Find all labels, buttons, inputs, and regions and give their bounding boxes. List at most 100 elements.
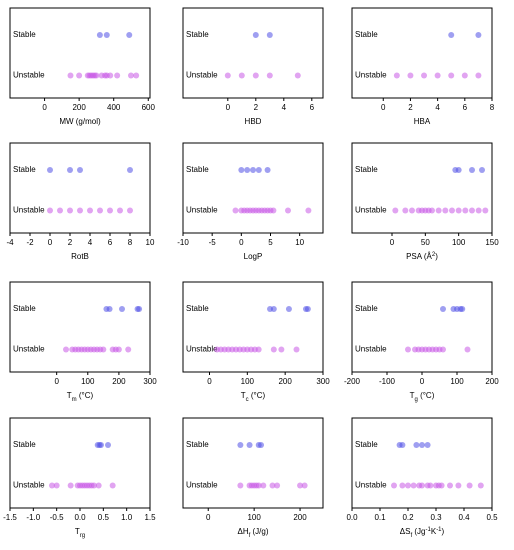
point — [67, 207, 73, 214]
panel: -200 -100 0 100 200 Tg (°C) Stable Unstable — [344, 281, 499, 403]
x-tick-label: 1.0 — [121, 513, 133, 522]
x-axis-label-part: ) — [442, 527, 445, 536]
category-label: Unstable — [355, 481, 387, 490]
x-axis-label-part: PSA (Å — [406, 252, 432, 261]
point — [391, 482, 397, 489]
plot-frame — [9, 142, 151, 234]
x-axis-label: PSA (Å2) — [406, 252, 438, 262]
x-tick-label: 0 — [54, 377, 59, 386]
panel: 0 2 4 6 HBD Stable Unstable — [182, 7, 324, 126]
point — [419, 482, 425, 489]
point — [475, 207, 482, 214]
point — [304, 306, 311, 312]
x-axis-label-part: -1 — [436, 527, 442, 533]
x-axis-label-part: ΔS — [400, 527, 411, 536]
x-axis-label-part: (°C) — [77, 391, 94, 400]
x-tick-label: 6 — [108, 238, 113, 247]
x-tick-label: 4 — [88, 238, 93, 247]
point — [455, 167, 462, 173]
point — [127, 207, 133, 214]
point — [477, 482, 484, 489]
x-tick-label: 200 — [112, 377, 126, 386]
point — [447, 482, 453, 489]
category-label: Stable — [355, 30, 378, 39]
point — [269, 482, 276, 489]
x-tick-label: 0 — [48, 238, 53, 247]
point — [462, 207, 469, 214]
point — [305, 207, 312, 214]
point — [409, 207, 415, 214]
point — [301, 482, 308, 489]
point — [115, 346, 122, 353]
point — [232, 207, 239, 214]
category-label: Stable — [355, 304, 378, 313]
plot-frame — [351, 7, 493, 99]
x-tick-label: 300 — [143, 377, 157, 386]
x-axis-label-part: ΔH — [237, 527, 248, 536]
x-axis-label-part: m — [72, 397, 77, 403]
panel: -1.5 -1.0 -0.5 0.0 0.5 1.0 1.5 Trg Stable Unstabl… — [3, 417, 156, 539]
x-tick-label: -100 — [379, 377, 396, 386]
category-label: Unstable — [186, 345, 218, 354]
x-tick-label: 0 — [207, 377, 212, 386]
x-tick-label: 0.0 — [74, 513, 86, 522]
point — [285, 207, 291, 214]
panel: 0 200 400 600 MW (g/mol) Stable Unstable — [9, 7, 155, 126]
point — [255, 167, 262, 173]
point — [429, 207, 435, 214]
x-axis-label-part: f — [249, 533, 251, 539]
x-tick-label: 6 — [463, 103, 468, 112]
x-tick-label: 50 — [421, 238, 430, 247]
point — [270, 207, 277, 214]
x-tick-label: 0 — [226, 103, 231, 112]
panel: 0 2 4 6 8 HBA Stable Unstable — [351, 7, 495, 126]
point — [424, 442, 431, 448]
point — [127, 167, 133, 173]
point — [459, 306, 466, 312]
x-axis-label-part: LogP — [244, 252, 263, 261]
point — [96, 32, 103, 38]
point — [469, 207, 475, 214]
category-label: Unstable — [355, 71, 387, 80]
point — [448, 72, 455, 79]
x-axis-label-part: (Jg — [412, 527, 425, 536]
point — [393, 72, 400, 79]
x-tick-label: -200 — [344, 377, 361, 386]
x-tick-label: -2 — [26, 238, 34, 247]
panel: 0 50 100 150 PSA (Å2) Stable Unstable — [351, 142, 499, 262]
x-axis-label-part: 2 — [432, 252, 436, 258]
x-axis-label: ΔSf (Jg-1K-1) — [400, 527, 445, 539]
plot-frame — [351, 281, 493, 373]
point — [224, 72, 231, 79]
point — [136, 306, 143, 312]
category-label: Stable — [13, 30, 36, 39]
category-label: Stable — [186, 440, 209, 449]
category-label: Unstable — [13, 206, 45, 215]
x-tick-label: 100 — [452, 238, 466, 247]
x-tick-label: 0.3 — [430, 513, 442, 522]
point — [98, 442, 104, 448]
point — [252, 32, 259, 38]
x-tick-label: 200 — [72, 103, 86, 112]
point — [274, 482, 281, 489]
x-tick-label: 10 — [146, 238, 155, 247]
x-tick-label: -1.0 — [26, 513, 40, 522]
point — [77, 167, 83, 173]
x-tick-label: 4 — [435, 103, 440, 112]
x-axis-label-part: K — [431, 527, 437, 536]
x-tick-label: 2 — [68, 238, 73, 247]
x-tick-label: 8 — [128, 238, 133, 247]
x-tick-label: 0 — [420, 377, 425, 386]
point — [49, 482, 55, 489]
point — [97, 207, 103, 214]
x-axis-label: RotB — [71, 252, 89, 261]
point — [427, 482, 434, 489]
point — [260, 482, 267, 489]
x-axis-label: MW (g/mol) — [59, 117, 101, 126]
point — [421, 72, 428, 79]
x-axis-label: Trg — [75, 527, 85, 538]
x-tick-label: 100 — [81, 377, 95, 386]
x-axis-label-part: T — [410, 391, 415, 400]
x-tick-label: 0.5 — [486, 513, 498, 522]
